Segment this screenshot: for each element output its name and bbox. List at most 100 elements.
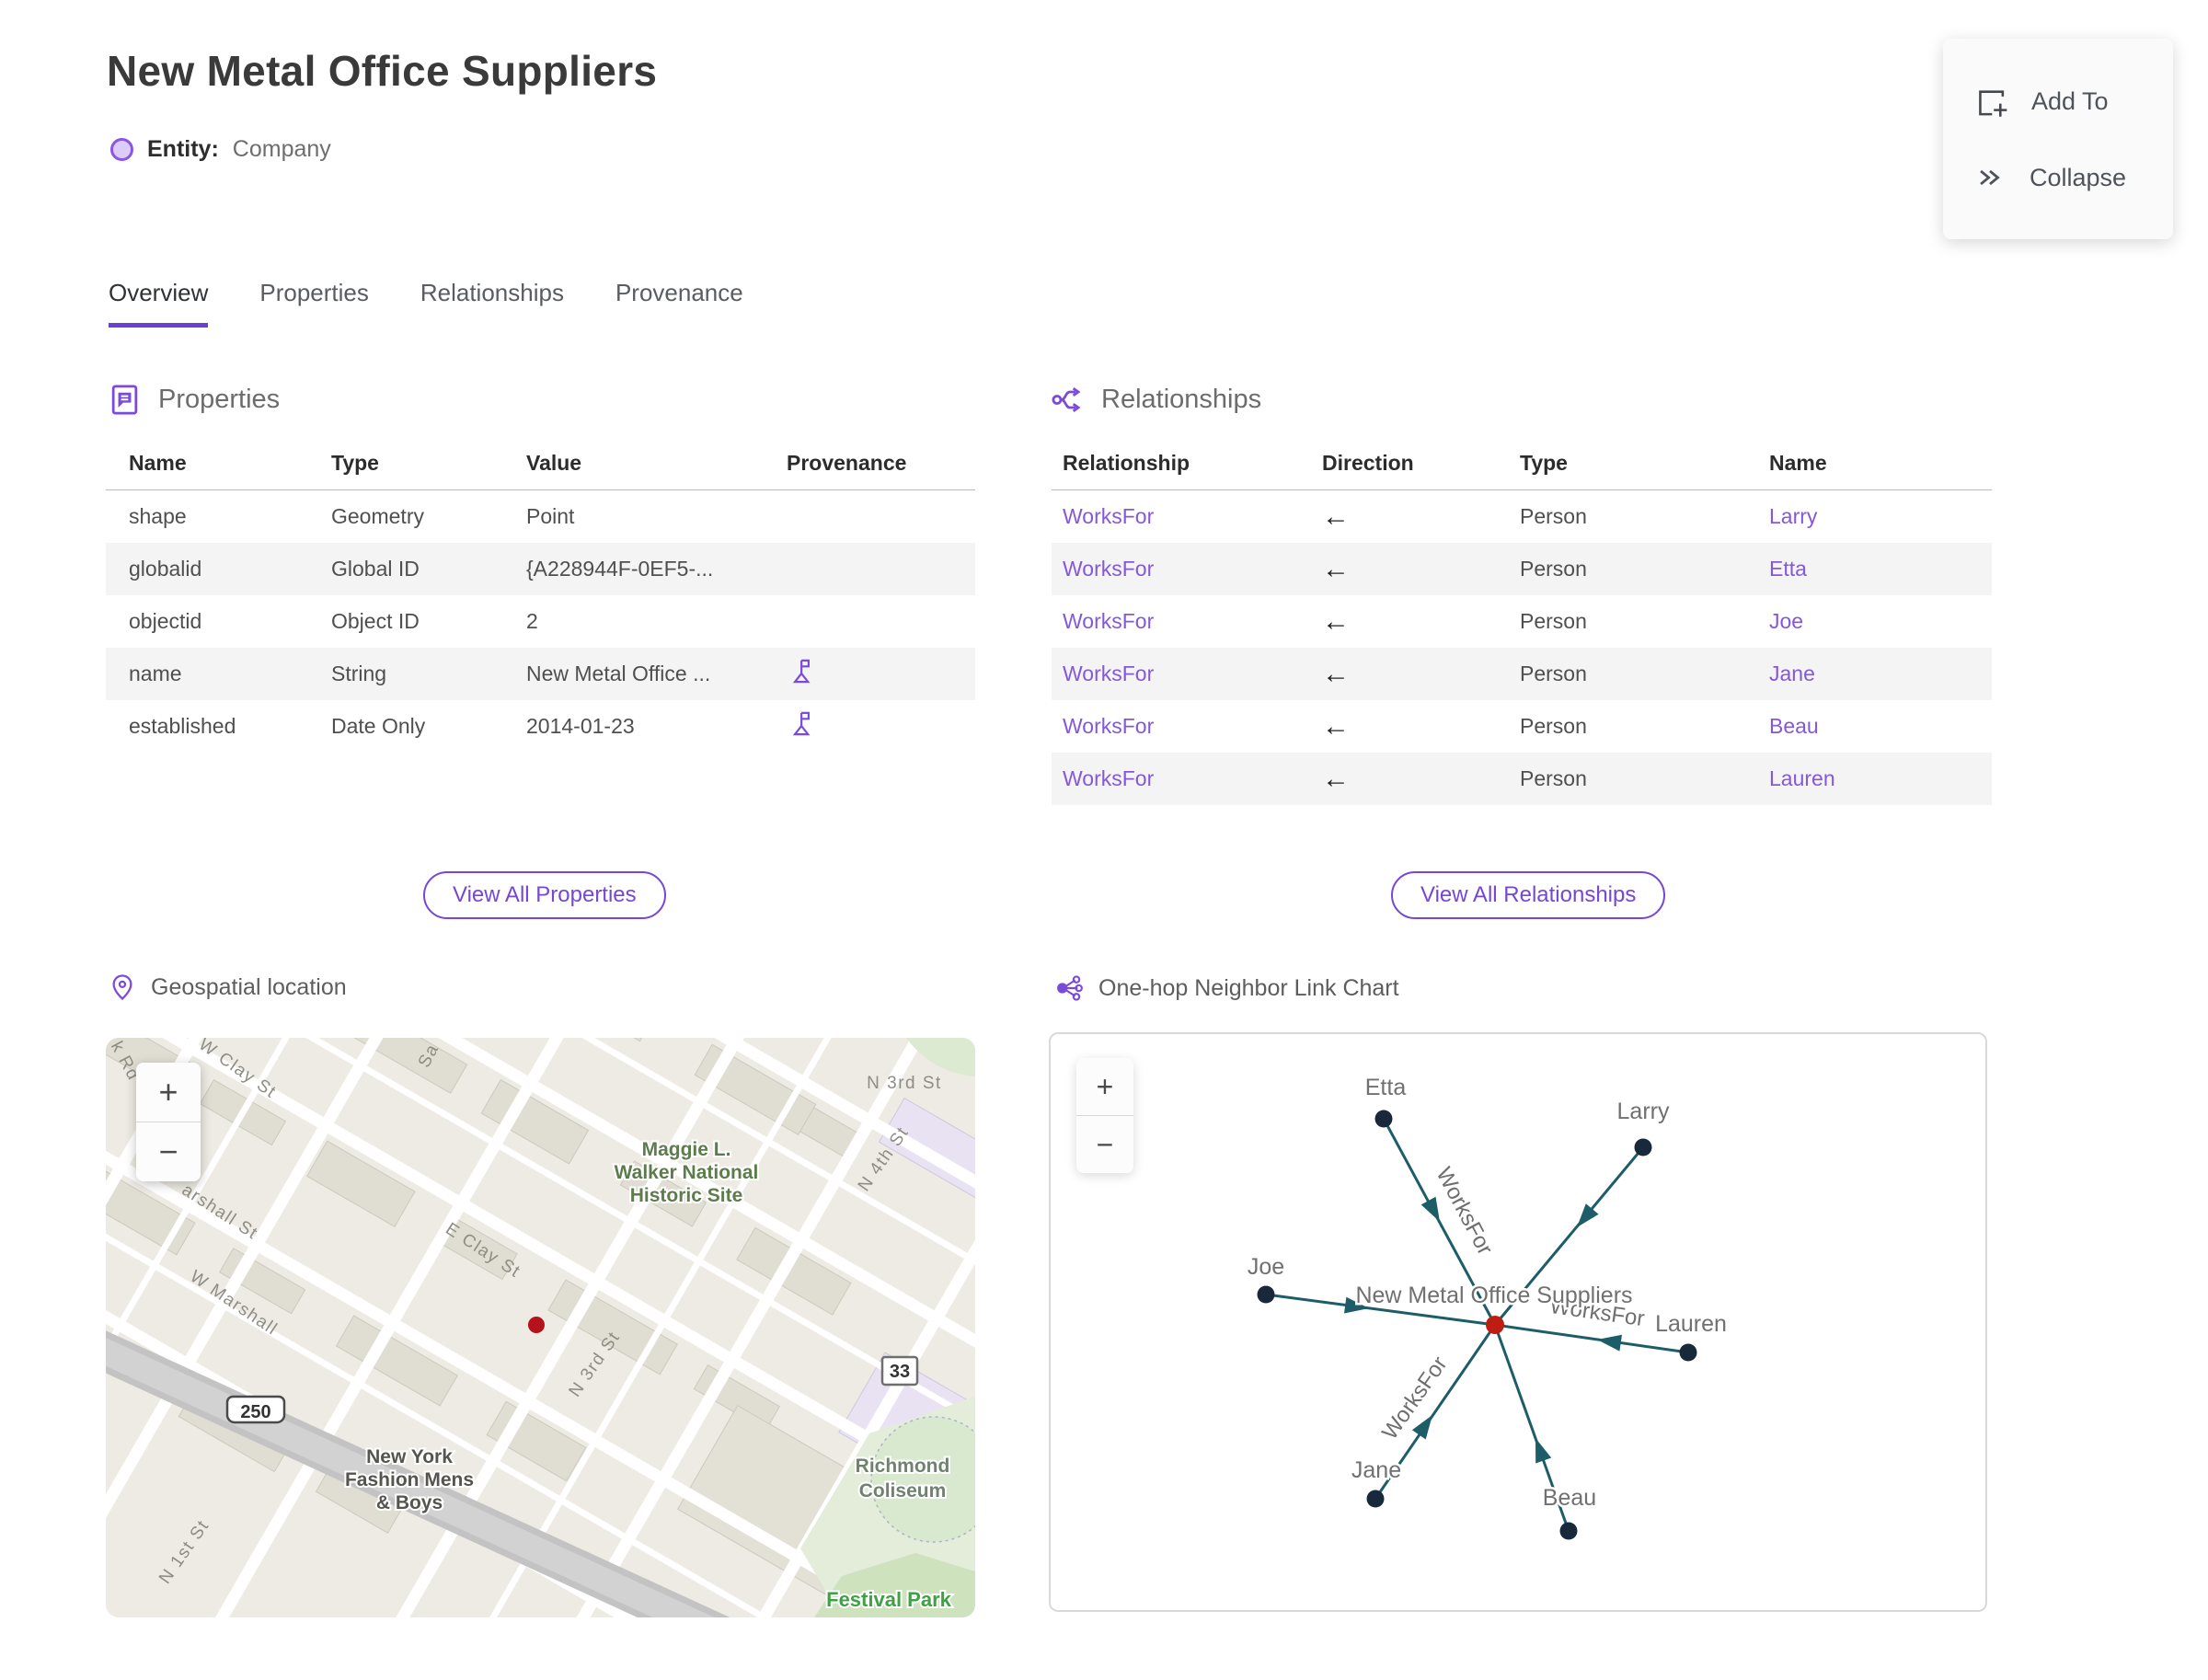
link-chart-icon xyxy=(1057,975,1083,1001)
link-chart-canvas: WorksFor WorksFor WorksFor Etta Larry Jo… xyxy=(1245,1073,1729,1540)
add-to-icon xyxy=(1979,90,2007,117)
map-label: Richmond xyxy=(856,1456,950,1477)
relationship-link[interactable]: WorksFor xyxy=(1063,609,1155,633)
direction-arrow: ← xyxy=(1322,553,1350,584)
table-row: globalid Global ID {A228944F-0EF5-... xyxy=(106,543,975,595)
col-value: Value xyxy=(526,451,582,475)
entity-link[interactable]: Jane xyxy=(1769,662,1815,685)
map-label: Fashion Mens xyxy=(345,1469,474,1490)
col-type: Type xyxy=(1520,451,1568,475)
view-all-relationships-button[interactable]: View All Relationships xyxy=(1391,871,1666,919)
node-label: Lauren xyxy=(1655,1311,1727,1337)
map-marker[interactable] xyxy=(528,1317,545,1333)
rel-type: Person xyxy=(1520,766,1587,790)
prop-type: String xyxy=(331,662,387,685)
relationship-link[interactable]: WorksFor xyxy=(1063,662,1155,685)
node-joe[interactable] xyxy=(1257,1285,1275,1304)
prop-type: Date Only xyxy=(331,714,426,738)
relationships-section-header: Relationships xyxy=(1051,383,1261,417)
provenance-flag-icon[interactable] xyxy=(787,657,815,685)
svg-text:33: 33 xyxy=(890,1362,910,1382)
prop-type: Object ID xyxy=(331,609,420,633)
node-label: Jane xyxy=(1351,1457,1401,1483)
map-label: Walker National xyxy=(615,1162,759,1183)
relationship-link[interactable]: WorksFor xyxy=(1063,714,1155,738)
map-label: N 3rd St xyxy=(867,1074,942,1093)
node-etta[interactable] xyxy=(1374,1110,1393,1128)
entity-link[interactable]: Etta xyxy=(1769,557,1807,581)
page-title: New Metal Office Suppliers xyxy=(107,47,658,95)
direction-arrow: ← xyxy=(1322,763,1350,794)
add-to-label: Add To xyxy=(2031,86,2109,115)
relationship-link[interactable]: WorksFor xyxy=(1063,504,1155,528)
entity-link[interactable]: Beau xyxy=(1769,714,1819,738)
direction-arrow: ← xyxy=(1322,658,1350,689)
edge-label: WorksFor xyxy=(1431,1163,1497,1259)
direction-arrow: ← xyxy=(1322,501,1350,532)
table-row: WorksFor ← Person Etta xyxy=(1052,543,1992,595)
node-beau[interactable] xyxy=(1559,1522,1578,1540)
relationships-icon xyxy=(1052,387,1081,412)
map-zoom-control: + − xyxy=(136,1063,201,1181)
relationships-table-header: Relationship Direction Type Name xyxy=(1052,451,1992,490)
entity-row: Entity: Company xyxy=(110,136,331,163)
prop-name: name xyxy=(129,662,182,685)
map-label: Maggie L. xyxy=(642,1139,731,1160)
zoom-in-button[interactable]: + xyxy=(1076,1058,1133,1115)
prop-name: globalid xyxy=(129,557,202,581)
link-chart-panel[interactable]: WorksFor WorksFor WorksFor Etta Larry Jo… xyxy=(1049,1032,1987,1612)
relationship-link[interactable]: WorksFor xyxy=(1063,766,1155,790)
col-relationship: Relationship xyxy=(1063,451,1190,475)
tab-properties[interactable]: Properties xyxy=(259,279,369,306)
tab-overview[interactable]: Overview xyxy=(109,279,209,328)
entity-link[interactable]: Joe xyxy=(1769,609,1804,633)
zoom-out-button[interactable]: − xyxy=(136,1122,201,1181)
map-label: Historic Site xyxy=(630,1185,743,1206)
node-jane[interactable] xyxy=(1366,1490,1385,1508)
prop-value: New Metal Office ... xyxy=(526,662,711,685)
node-lauren[interactable] xyxy=(1679,1343,1697,1362)
node-center[interactable] xyxy=(1486,1316,1504,1334)
relationship-link[interactable]: WorksFor xyxy=(1063,557,1155,581)
table-row: name String New Metal Office ... xyxy=(106,648,975,700)
node-label: Larry xyxy=(1617,1099,1670,1124)
col-provenance: Provenance xyxy=(787,451,907,475)
zoom-out-button[interactable]: − xyxy=(1076,1115,1133,1173)
route-shield-33: 33 xyxy=(880,1355,919,1387)
rel-type: Person xyxy=(1520,609,1587,633)
provenance-flag-icon[interactable] xyxy=(787,709,815,738)
geospatial-map[interactable]: W Clay St k Rd Sa arshall St W Marshall … xyxy=(106,1038,975,1617)
collapse-label: Collapse xyxy=(2030,163,2127,191)
node-larry[interactable] xyxy=(1634,1138,1652,1156)
properties-section-title: Properties xyxy=(158,385,281,414)
entity-link[interactable]: Lauren xyxy=(1769,766,1835,790)
table-row: WorksFor ← Person Lauren xyxy=(1052,753,1992,805)
prop-type: Geometry xyxy=(331,504,424,528)
table-row: WorksFor ← Person Beau xyxy=(1052,700,1992,753)
table-row: WorksFor ← Person Larry xyxy=(1052,490,1992,543)
view-all-properties-button[interactable]: View All Properties xyxy=(423,871,666,919)
map-label: & Boys xyxy=(376,1492,443,1513)
properties-section-header: Properties xyxy=(108,383,280,417)
prop-value: 2014-01-23 xyxy=(526,714,635,738)
tab-provenance[interactable]: Provenance xyxy=(615,279,743,306)
table-row: objectid Object ID 2 xyxy=(106,595,975,648)
tab-relationships[interactable]: Relationships xyxy=(420,279,564,306)
entity-link[interactable]: Larry xyxy=(1769,504,1818,528)
prop-value: Point xyxy=(526,504,575,528)
geospatial-header: Geospatial location xyxy=(109,973,347,1001)
map-pin-icon xyxy=(112,974,132,1000)
entity-type-icon xyxy=(110,138,133,161)
add-to-button[interactable]: Add To xyxy=(1943,63,2173,140)
col-type: Type xyxy=(331,451,379,475)
basemap: W Clay St k Rd Sa arshall St W Marshall … xyxy=(106,1038,975,1617)
zoom-in-button[interactable]: + xyxy=(136,1063,201,1122)
collapse-button[interactable]: Collapse xyxy=(1943,140,2173,215)
entity-type-value: Company xyxy=(232,136,331,162)
prop-name: established xyxy=(129,714,236,738)
route-shield-250: 250 xyxy=(225,1395,286,1424)
properties-table-header: Name Type Value Provenance xyxy=(106,451,975,490)
center-node-label: New Metal Office Suppliers xyxy=(1355,1283,1632,1308)
direction-arrow: ← xyxy=(1322,605,1350,637)
entity-label: Entity: xyxy=(147,136,219,162)
